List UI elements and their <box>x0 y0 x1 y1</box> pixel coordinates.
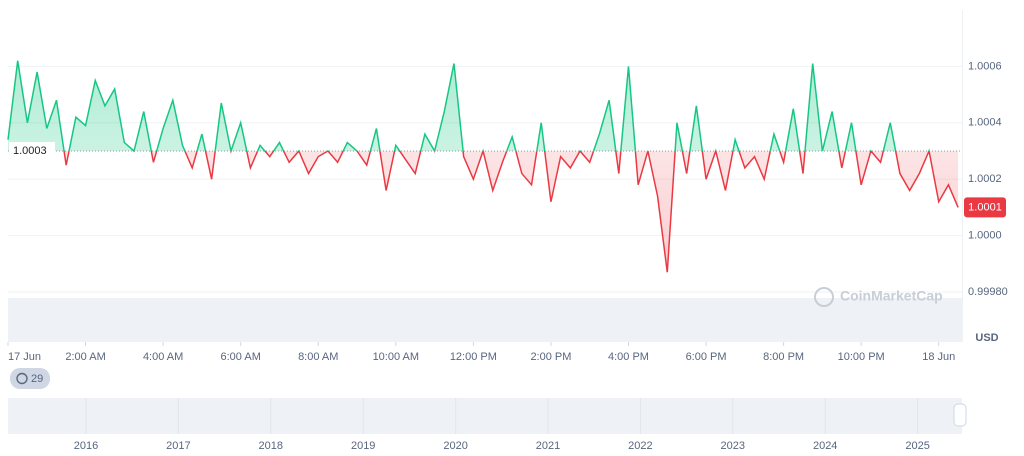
x-tick-label: 6:00 PM <box>686 351 727 363</box>
area-down <box>8 151 959 273</box>
currency-label: USD <box>975 332 998 344</box>
badge-bg <box>10 368 50 389</box>
navigator-year: 2017 <box>166 440 190 452</box>
line-down <box>63 151 959 273</box>
navigator-year: 2025 <box>905 440 929 452</box>
navigator-year: 2022 <box>628 440 652 452</box>
navigator-year: 2021 <box>536 440 560 452</box>
y-tick-label: 1.0004 <box>968 117 1002 129</box>
price-tag <box>964 197 1006 218</box>
watermark-text: CoinMarketCap <box>840 288 943 304</box>
navigator-handle[interactable] <box>953 403 967 427</box>
x-tick-label: 8:00 AM <box>298 351 338 363</box>
watermark: CoinMarketCap <box>814 287 943 307</box>
y-tick-label: 1.0002 <box>968 173 1002 185</box>
right-axis-line <box>962 10 963 342</box>
x-tick-label: 12:00 PM <box>450 351 497 363</box>
badge[interactable]: 29 <box>10 368 50 389</box>
clock-icon <box>16 372 28 385</box>
navigator-year: 2016 <box>74 440 98 452</box>
badge-text: 29 <box>31 373 43 385</box>
baseline-label-bg <box>9 142 55 160</box>
x-tick-label: 4:00 PM <box>608 351 649 363</box>
navigator-year: 2020 <box>443 440 467 452</box>
baseline-label: 1.0003 <box>13 145 47 157</box>
x-tick-label: 2:00 AM <box>65 351 105 363</box>
x-tick-label: 17 Jun <box>8 351 41 363</box>
navigator-year: 2018 <box>259 440 283 452</box>
price-tag-label: 1.0001 <box>968 201 1002 213</box>
line-up <box>7 60 930 151</box>
navigator[interactable] <box>8 398 962 434</box>
x-tick-label: 10:00 AM <box>373 351 419 363</box>
y-tick-label: 0.99980 <box>968 286 1008 298</box>
x-tick-label: 18 Jun <box>922 351 955 363</box>
x-tick-label: 2:00 PM <box>530 351 571 363</box>
navigator-year: 2019 <box>351 440 375 452</box>
volume-area <box>8 298 962 342</box>
x-tick-label: 10:00 PM <box>838 351 885 363</box>
y-tick-label: 1.0006 <box>968 60 1002 72</box>
navigator-year: 2024 <box>813 440 837 452</box>
navigator-year: 2023 <box>721 440 745 452</box>
area-up <box>8 60 959 151</box>
y-tick-label: 1.0000 <box>968 230 1002 242</box>
x-tick-label: 4:00 AM <box>143 351 183 363</box>
x-tick-label: 6:00 AM <box>221 351 261 363</box>
x-tick-label: 8:00 PM <box>763 351 804 363</box>
